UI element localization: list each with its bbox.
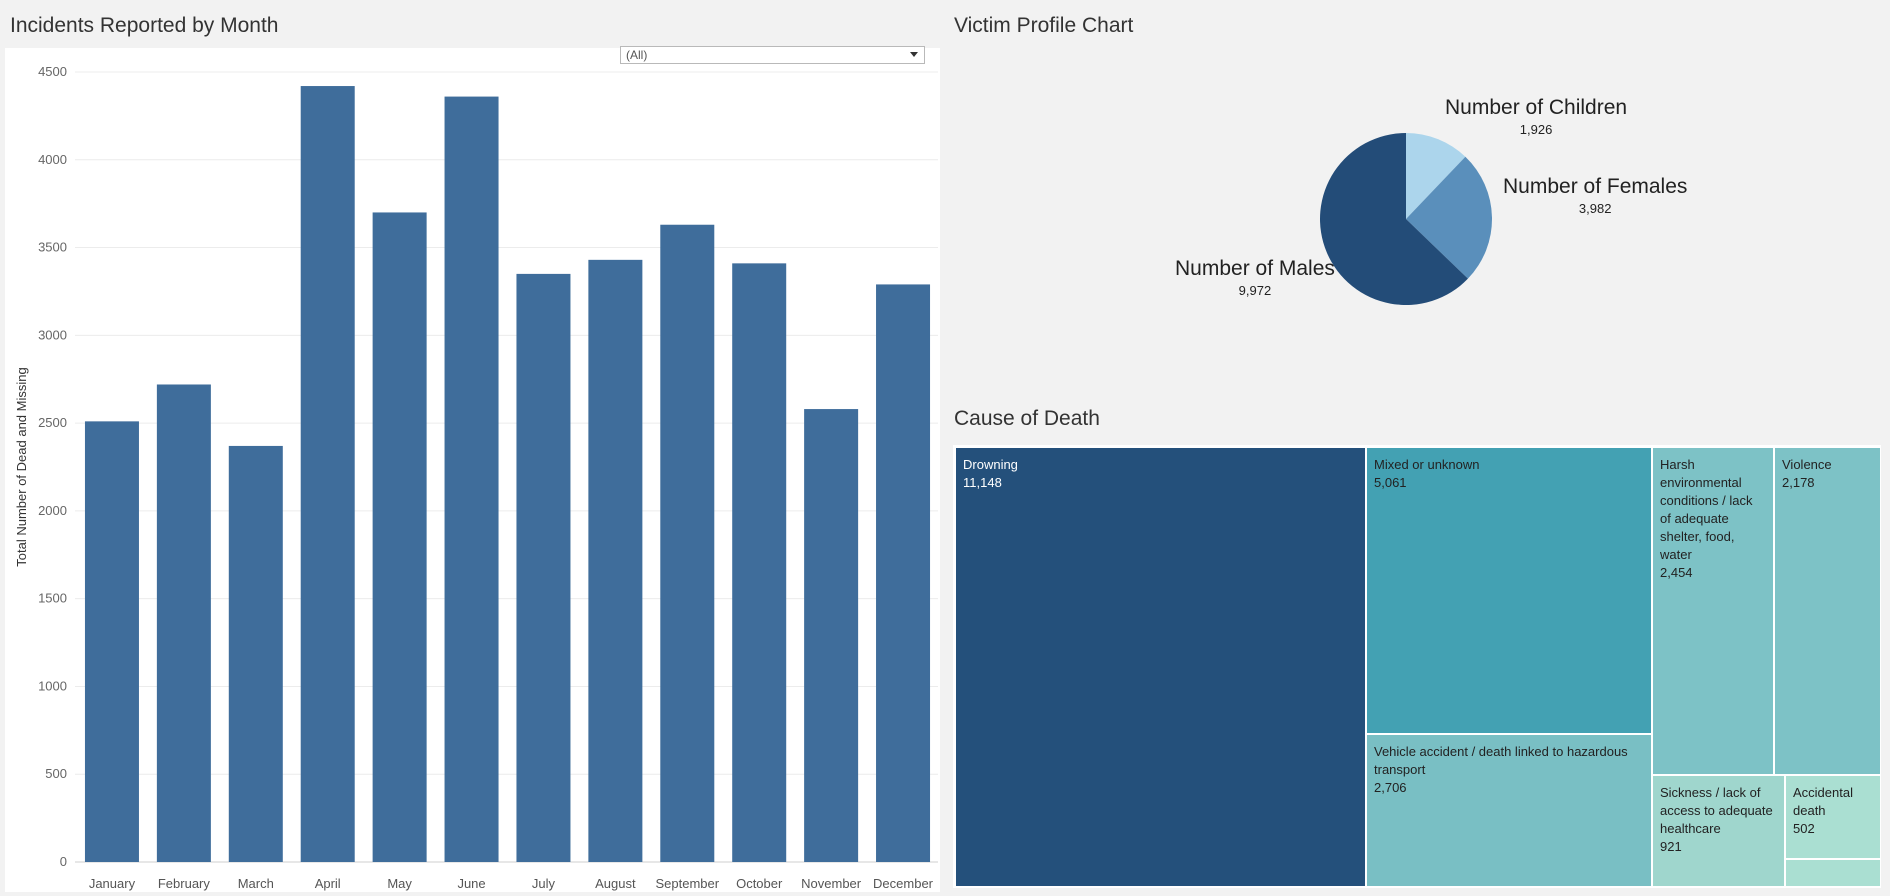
y-tick-label: 2500: [38, 415, 67, 430]
x-tick-label: February: [158, 876, 211, 891]
treemap-cell-label: Accidental death: [1793, 785, 1853, 818]
filter-value: (All): [626, 48, 648, 62]
pie-label-males: Number of Males 9,972: [1175, 257, 1335, 298]
bar-february[interactable]: [156, 384, 211, 862]
pie-slice-females[interactable]: [1406, 156, 1492, 279]
treemap-cell-value: 2,178: [1782, 475, 1815, 490]
treemap-cell-label: Sickness / lack of access to adequate he…: [1660, 785, 1773, 836]
x-tick-label: October: [736, 876, 783, 891]
y-tick-label: 1000: [38, 678, 67, 693]
pie-label-children-value: 1,926: [1519, 122, 1553, 137]
x-tick-label: December: [873, 876, 934, 891]
pie-label-females-name: Number of Females: [1503, 175, 1688, 198]
y-tick-label: 1500: [38, 591, 67, 606]
x-tick-label: July: [532, 876, 556, 891]
bar-may[interactable]: [372, 212, 427, 862]
bar-november[interactable]: [804, 409, 859, 862]
x-tick-label: April: [315, 876, 341, 891]
treemap-cell-value: 502: [1793, 821, 1815, 836]
treemap-cell-vehicle-accident[interactable]: Vehicle accident / death linked to hazar…: [1366, 734, 1652, 887]
bar-january[interactable]: [84, 421, 139, 862]
treemap-cell-value: 11,148: [963, 475, 1002, 490]
y-tick-label: 2000: [38, 503, 67, 518]
x-tick-label: March: [238, 876, 274, 891]
x-tick-label: September: [655, 876, 719, 891]
pie-label-females-value: 3,982: [1578, 201, 1612, 216]
month-filter-dropdown[interactable]: (All): [620, 46, 925, 64]
pie-label-children: Number of Children 1,926: [1445, 96, 1627, 137]
treemap-cell-harsh-environment[interactable]: Harsh environmental conditions / lack of…: [1652, 447, 1774, 775]
treemap-cell-other[interactable]: [1785, 859, 1881, 887]
x-tick-label: May: [387, 876, 412, 891]
y-tick-label: 3000: [38, 327, 67, 342]
y-axis-label: Total Number of Dead and Missing: [14, 367, 29, 566]
bar-march[interactable]: [228, 445, 283, 862]
y-tick-label: 3500: [38, 240, 67, 255]
treemap-cell-sickness[interactable]: Sickness / lack of access to adequate he…: [1652, 775, 1785, 887]
y-tick-label: 0: [60, 854, 67, 869]
bar-chart: 0 500 1000 1500 2000 2500 3000 3500 4000 4500 Janu…: [14, 64, 938, 891]
x-tick-label: November: [801, 876, 862, 891]
x-tick-label: June: [457, 876, 485, 891]
treemap-cell-accidental-death[interactable]: Accidental death 502: [1785, 775, 1881, 859]
treemap-cell-label: Drowning: [963, 457, 1018, 472]
y-tick-label: 500: [45, 766, 67, 781]
treemap-cell-value: 2,706: [1374, 780, 1407, 795]
bar-august[interactable]: [588, 259, 643, 862]
bar-july[interactable]: [516, 273, 571, 862]
pie-label-females: Number of Females 3,982: [1503, 175, 1687, 216]
treemap-cell-value: 5,061: [1374, 475, 1407, 490]
pie-label-males-value: 9,972: [1238, 283, 1272, 298]
x-tick-label: August: [595, 876, 636, 891]
treemap-cell-label: Harsh environmental conditions / lack of…: [1660, 457, 1753, 562]
treemap-cell-mixed-unknown[interactable]: Mixed or unknown 5,061: [1366, 447, 1652, 734]
pie-label-males-name: Number of Males: [1175, 257, 1335, 280]
bar-december[interactable]: [876, 284, 931, 862]
x-tick-label: January: [89, 876, 136, 891]
treemap-cell-label: Vehicle accident / death linked to hazar…: [1374, 744, 1628, 777]
treemap-cell-label: Violence: [1782, 457, 1832, 472]
y-tick-label: 4500: [38, 64, 67, 79]
victim-pie-chart: [1320, 133, 1492, 306]
dropdown-arrow-icon[interactable]: [910, 52, 918, 57]
pie-label-children-name: Number of Children: [1445, 96, 1628, 119]
treemap-cell-drowning[interactable]: Drowning 11,148: [955, 447, 1366, 887]
bar-october[interactable]: [732, 263, 787, 862]
y-tick-label: 4000: [38, 152, 67, 167]
treemap-cell-violence[interactable]: Violence 2,178: [1774, 447, 1881, 775]
treemap-cell-value: 921: [1660, 839, 1682, 854]
cause-chart-title: Cause of Death: [954, 407, 1100, 430]
bar-april[interactable]: [300, 86, 355, 863]
bar-june[interactable]: [444, 96, 499, 863]
bar-september[interactable]: [660, 224, 715, 862]
treemap-cell-label: Mixed or unknown: [1374, 457, 1480, 472]
pie-slice-children[interactable]: [1406, 133, 1466, 219]
victim-chart-title: Victim Profile Chart: [954, 14, 1134, 37]
incidents-chart-title: Incidents Reported by Month: [10, 14, 279, 37]
pie-slice-males[interactable]: [1320, 133, 1468, 306]
treemap-panel: Drowning 11,148 Mixed or unknown 5,061 V…: [953, 445, 1881, 888]
treemap-cell-value: 2,454: [1660, 565, 1693, 580]
